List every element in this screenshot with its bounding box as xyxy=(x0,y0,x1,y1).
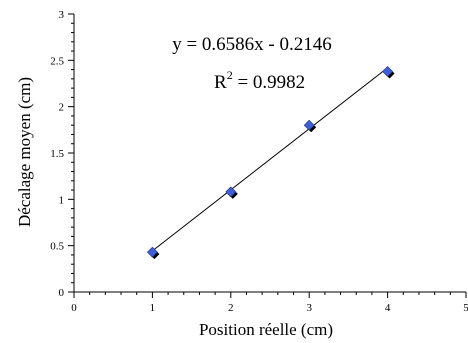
equation-annotation: y = 0.6586x - 0.2146 xyxy=(172,34,332,55)
x-tick-label: 1 xyxy=(150,302,156,314)
y-tick-label: 1 xyxy=(59,194,65,206)
data-point xyxy=(225,186,238,199)
data-point xyxy=(303,119,317,133)
data-point xyxy=(382,66,395,79)
y-tick-label: 1.5 xyxy=(50,148,64,160)
x-tick-label: 5 xyxy=(463,302,468,314)
y-tick-label: 2 xyxy=(59,102,65,114)
x-tick-label: 0 xyxy=(71,302,77,314)
data-point-marker xyxy=(382,66,394,77)
tick-labels: 0 1 2 3 4 5 0 0.5 1 1.5 2 2.5 3 xyxy=(50,9,468,314)
y-tick-label: 0 xyxy=(59,287,65,299)
y-tick-label: 3 xyxy=(59,9,65,21)
y-axis-title: Décalage moyen (cm) xyxy=(15,77,34,227)
r2-exponent: 2 xyxy=(227,68,233,82)
data-points xyxy=(146,66,395,260)
r2-base: R xyxy=(214,72,227,93)
x-tick-label: 4 xyxy=(385,302,391,314)
y-tick-label: 0.5 xyxy=(50,241,64,253)
trendline xyxy=(152,67,388,252)
r2-value: = 0.9982 xyxy=(233,72,305,93)
y-tick-label: 2.5 xyxy=(50,55,64,67)
x-tick-label: 3 xyxy=(306,302,312,314)
data-point-marker xyxy=(146,246,158,258)
x-tick-label: 2 xyxy=(228,302,234,314)
data-point xyxy=(146,246,160,260)
data-point-marker xyxy=(225,186,237,198)
x-axis-title: Position réelle (cm) xyxy=(199,320,333,339)
r2-annotation: R2 = 0.9982 xyxy=(214,68,305,93)
data-point-marker xyxy=(303,119,315,131)
axes xyxy=(73,14,466,293)
ticks xyxy=(68,13,467,298)
